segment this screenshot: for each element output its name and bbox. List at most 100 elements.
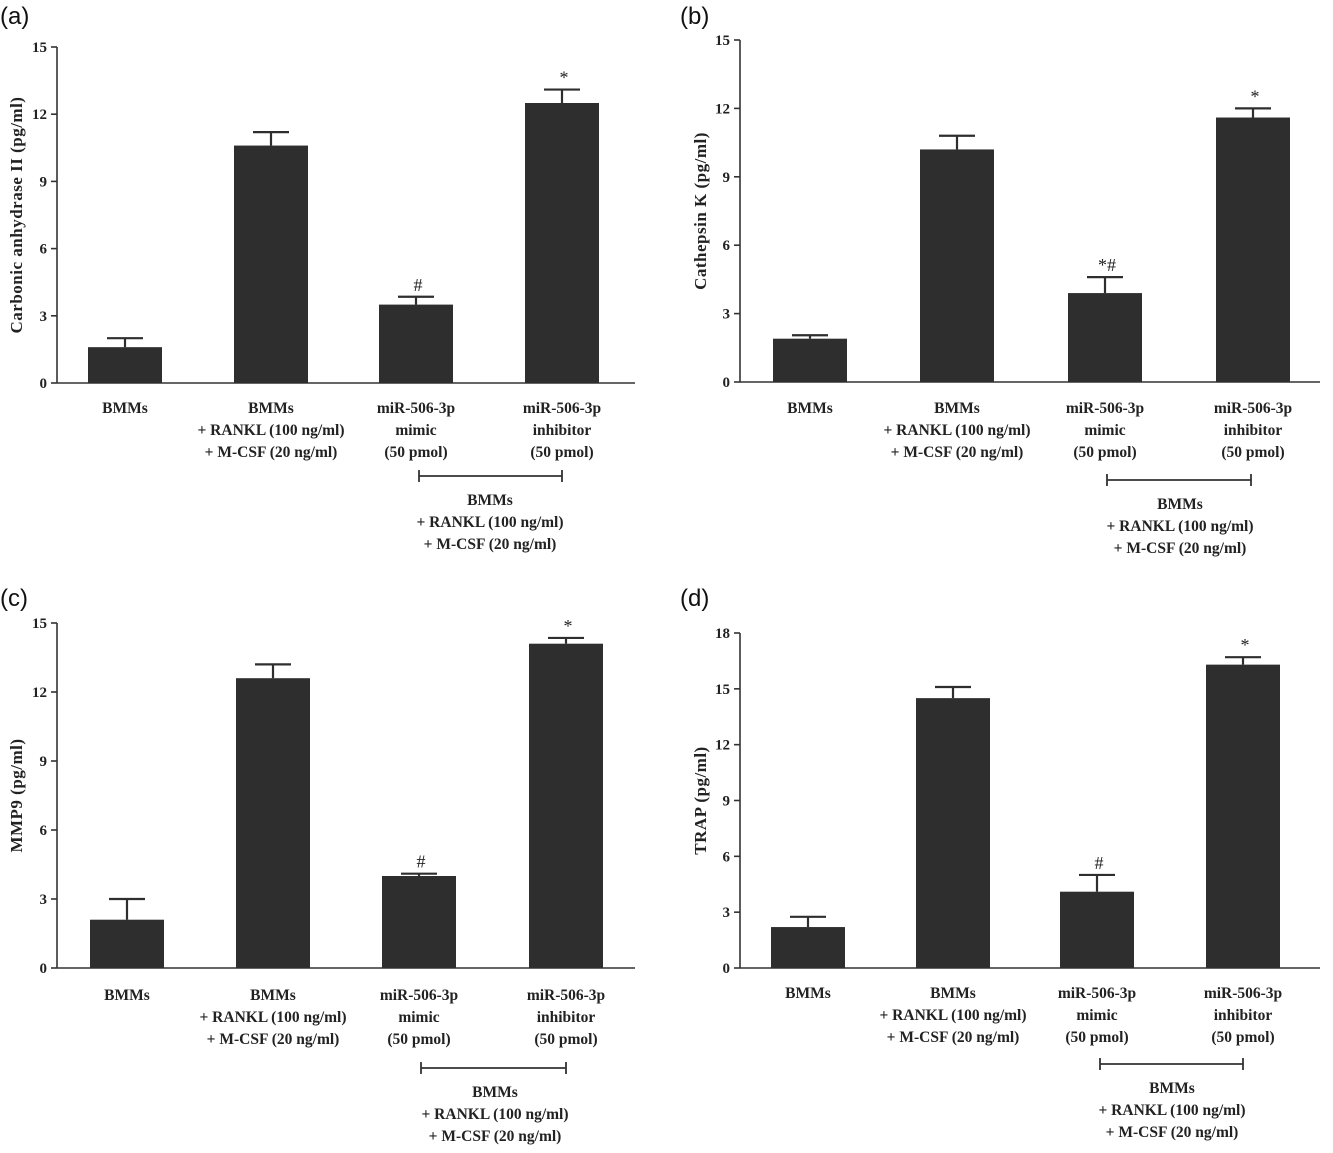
panel-letter: (c) <box>0 585 28 612</box>
chart-panel-c: (c) 0 3 6 9 12 15 MMP9 (pg/ml) BMMs BMMs + RANKL (… <box>0 585 635 1145</box>
x-tick-label-line: BMMs <box>248 400 294 417</box>
y-tick-label: 0 <box>40 961 48 977</box>
x-tick-label: BMMs + RANKL (100 ng/ml) + M-CSF (20 ng/ml… <box>879 985 1026 1046</box>
x-tick-label-line: BMMs <box>930 985 976 1002</box>
chart-panel-d: (d) 0 3 6 9 12 15 18 TRAP (pg/ml) BMMs BMMs + RANKL… <box>680 585 1320 1141</box>
bar <box>382 876 456 968</box>
chart-panel-a: (a) 0 3 6 9 12 15 Carbonic anhydrase II (pg/ml)… <box>0 3 635 553</box>
x-tick-label-line: miR-506-3p <box>377 400 455 417</box>
y-axis-label: TRAP (pg/ml) <box>691 746 710 854</box>
y-tick-label: 0 <box>40 376 48 392</box>
x-tick-label-line: inhibitor <box>533 422 592 439</box>
bar <box>1216 117 1290 383</box>
bar <box>920 149 994 382</box>
x-tick-label-line: (50 pmol) <box>530 444 593 461</box>
y-tick-label: 15 <box>715 682 730 698</box>
bar <box>773 338 847 382</box>
group-label-line: BMMs <box>1157 496 1203 513</box>
group-label-line: + RANKL (100 ng/ml) <box>1106 518 1253 535</box>
x-tick-label-line: miR-506-3p <box>1058 985 1136 1002</box>
x-tick-label-line: BMMs <box>250 987 296 1004</box>
y-tick-label: 0 <box>723 375 731 391</box>
x-tick-label: miR-506-3p mimic (50 pmol) <box>377 400 455 461</box>
x-tick-label-line: miR-506-3p <box>1066 400 1144 417</box>
x-tick-label: BMMs <box>785 985 831 1002</box>
x-tick-label-line: mimic <box>1084 422 1125 439</box>
bar <box>234 145 308 383</box>
y-tick-label: 9 <box>723 794 731 810</box>
y-tick-label: 9 <box>40 754 48 770</box>
group-label-line: + M-CSF (20 ng/ml) <box>429 1128 562 1145</box>
x-tick-label-line: + M-CSF (20 ng/ml) <box>205 444 338 461</box>
y-tick-label: 0 <box>723 961 731 977</box>
x-tick-label-line: (50 pmol) <box>1073 444 1136 461</box>
x-tick-label-line: miR-506-3p <box>527 987 605 1004</box>
x-tick-label-line: mimic <box>398 1009 439 1026</box>
y-tick-label: 6 <box>40 242 48 258</box>
x-tick-label: miR-506-3p inhibitor (50 pmol) <box>1204 985 1282 1046</box>
bar <box>90 919 164 968</box>
x-tick-label: miR-506-3p mimic (50 pmol) <box>380 987 458 1048</box>
x-tick-label-line: BMMs <box>785 985 831 1002</box>
x-tick-label: miR-506-3p inhibitor (50 pmol) <box>523 400 601 461</box>
x-tick-label: miR-506-3p mimic (50 pmol) <box>1066 400 1144 461</box>
x-tick-label-line: (50 pmol) <box>1065 1029 1128 1046</box>
significance-mark: # <box>1095 853 1104 873</box>
group-label-line: + M-CSF (20 ng/ml) <box>1114 540 1247 557</box>
y-tick-label: 6 <box>40 823 48 839</box>
x-tick-label-line: + RANKL (100 ng/ml) <box>883 422 1030 439</box>
y-tick-label: 12 <box>715 101 730 117</box>
y-tick-label: 15 <box>715 33 730 49</box>
x-tick-label-line: BMMs <box>102 400 148 417</box>
group-label-line: BMMs <box>1149 1080 1195 1097</box>
y-tick-label: 9 <box>723 170 731 186</box>
panel-letter: (d) <box>680 585 709 612</box>
bar <box>916 698 990 968</box>
group-label-line: BMMs <box>467 492 513 509</box>
significance-mark: * <box>560 68 569 88</box>
y-tick-label: 12 <box>32 685 47 701</box>
y-tick-label: 3 <box>40 892 48 908</box>
x-tick-label-line: miR-506-3p <box>1214 400 1292 417</box>
x-tick-label-line: inhibitor <box>1214 1007 1273 1024</box>
x-tick-label: BMMs <box>104 987 150 1004</box>
x-tick-label-line: BMMs <box>104 987 150 1004</box>
group-label-line: + RANKL (100 ng/ml) <box>421 1106 568 1123</box>
y-tick-label: 9 <box>40 174 48 190</box>
bar <box>236 678 310 968</box>
x-tick-label-line: + M-CSF (20 ng/ml) <box>891 444 1024 461</box>
y-tick-label: 18 <box>715 626 730 642</box>
x-tick-label-line: BMMs <box>934 400 980 417</box>
group-label-line: + M-CSF (20 ng/ml) <box>1106 1124 1239 1141</box>
group-label-line: + RANKL (100 ng/ml) <box>1098 1102 1245 1119</box>
x-tick-label: BMMs <box>787 400 833 417</box>
x-tick-label-line: inhibitor <box>537 1009 596 1026</box>
x-tick-label: BMMs <box>102 400 148 417</box>
significance-mark: * <box>1251 86 1260 106</box>
y-tick-label: 6 <box>723 849 731 865</box>
x-tick-label-line: miR-506-3p <box>1204 985 1282 1002</box>
x-tick-label-line: + RANKL (100 ng/ml) <box>199 1009 346 1026</box>
x-tick-label-line: (50 pmol) <box>384 444 447 461</box>
y-tick-label: 12 <box>715 738 730 754</box>
x-tick-label-line: BMMs <box>787 400 833 417</box>
chart-panel-b: (b) 0 3 6 9 12 15 Cathepsin K (pg/ml) BMMs BMMs + … <box>680 3 1320 557</box>
x-tick-label: miR-506-3p mimic (50 pmol) <box>1058 985 1136 1046</box>
x-tick-label: miR-506-3p inhibitor (50 pmol) <box>527 987 605 1048</box>
x-tick-label-line: (50 pmol) <box>1221 444 1284 461</box>
bar <box>1068 293 1142 382</box>
y-tick-label: 3 <box>40 309 48 325</box>
y-tick-label: 12 <box>32 107 47 123</box>
x-tick-label-line: + M-CSF (20 ng/ml) <box>207 1031 340 1048</box>
x-tick-label-line: + M-CSF (20 ng/ml) <box>887 1029 1020 1046</box>
x-tick-label: BMMs + RANKL (100 ng/ml) + M-CSF (20 ng/ml… <box>883 400 1030 461</box>
group-label: BMMs + RANKL (100 ng/ml) + M-CSF (20 ng/ml… <box>416 492 563 553</box>
x-tick-label: BMMs + RANKL (100 ng/ml) + M-CSF (20 ng/ml… <box>197 400 344 461</box>
y-tick-label: 3 <box>723 905 731 921</box>
x-tick-label-line: mimic <box>1076 1007 1117 1024</box>
significance-mark: *# <box>1098 255 1116 275</box>
x-tick-label-line: (50 pmol) <box>387 1031 450 1048</box>
x-tick-label-line: miR-506-3p <box>523 400 601 417</box>
group-label-line: + M-CSF (20 ng/ml) <box>424 536 557 553</box>
